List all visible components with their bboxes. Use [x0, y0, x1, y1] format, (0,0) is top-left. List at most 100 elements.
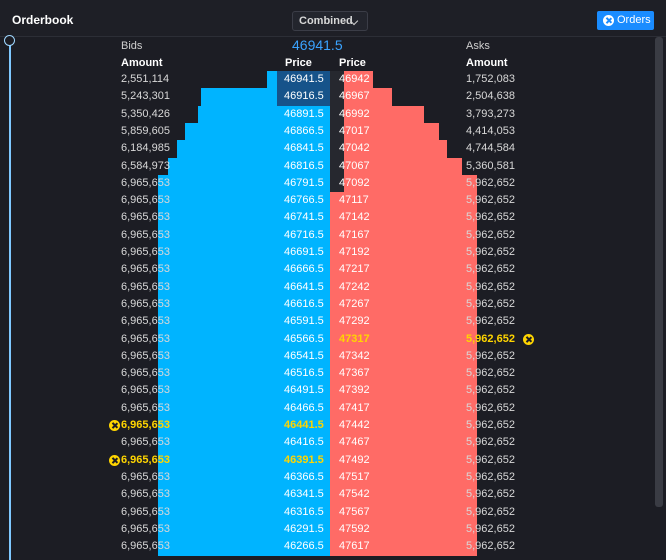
- bid-price: 46266.5: [284, 540, 324, 553]
- bid-amount: 6,965,653: [121, 176, 170, 189]
- cancel-order-icon[interactable]: [109, 454, 120, 466]
- depth-slider-handle[interactable]: [4, 35, 15, 46]
- ask-price: 47417: [339, 401, 370, 414]
- orderbook-row[interactable]: 6,965,653 46791.5 47092 5,962,652: [0, 174, 666, 193]
- orderbook-row[interactable]: 6,965,653 46691.5 47192 5,962,652: [0, 244, 666, 262]
- orderbook-row[interactable]: 6,965,653 46716.5 47167 5,962,652: [0, 226, 666, 245]
- ask-price: 47542: [339, 488, 370, 501]
- ask-depth-bar: [330, 417, 478, 435]
- bid-amount: 6,965,653: [121, 384, 170, 397]
- orderbook-row[interactable]: 6,584,973 46816.5 47067 5,360,581: [0, 157, 666, 175]
- ask-price: 47092: [339, 176, 370, 189]
- bid-price: 46291.5: [284, 522, 324, 535]
- orderbook-row[interactable]: 6,965,653 46666.5 47217 5,962,652: [0, 261, 666, 279]
- ask-price: 47167: [339, 228, 370, 241]
- bid-price: 46791.5: [284, 176, 324, 189]
- bid-amount: 6,965,653: [121, 194, 170, 207]
- ask-amount: 5,962,652: [466, 470, 515, 483]
- orderbook-row[interactable]: 6,965,653 46591.5 47292 5,962,652: [0, 313, 666, 331]
- ask-amount: 5,962,652: [466, 228, 515, 241]
- ask-depth-bar: [330, 486, 478, 504]
- ask-price-cell-bg: [330, 88, 344, 106]
- ask-price: 46942: [339, 73, 370, 85]
- orderbook-row[interactable]: 6,965,653 46566.5 47317 5,962,652: [0, 330, 666, 348]
- bid-amount: 6,965,653: [121, 263, 170, 276]
- ask-price: 47292: [339, 315, 370, 328]
- view-select[interactable]: Combined: [292, 11, 368, 31]
- ask-depth-bar: [330, 399, 478, 418]
- bid-depth-bar: [158, 399, 330, 418]
- bid-depth-bar: [185, 122, 330, 141]
- orderbook-row[interactable]: 6,965,653 46416.5 47467 5,962,652: [0, 434, 666, 452]
- bid-depth-bar: [158, 226, 330, 245]
- panel-header: Orderbook Combined Orders: [0, 0, 666, 37]
- bid-depth-bar: [158, 192, 330, 210]
- ask-amount: 5,962,652: [466, 349, 515, 362]
- ask-price-cell-bg: [330, 122, 344, 141]
- ask-depth-bar: [330, 538, 478, 556]
- bid-amount: 6,965,653: [121, 332, 170, 345]
- bid-amount: 6,965,653: [121, 246, 170, 258]
- orderbook-row[interactable]: 6,965,653 46516.5 47367 5,962,652: [0, 365, 666, 383]
- bid-depth-bar: [158, 417, 330, 435]
- bid-price: 46491.5: [284, 384, 324, 397]
- close-circle-icon: [603, 15, 614, 26]
- ask-depth-bar: [330, 365, 478, 383]
- ask-amount: 5,962,652: [466, 315, 515, 328]
- ask-depth-bar: [330, 157, 463, 175]
- orders-button[interactable]: Orders: [597, 11, 654, 30]
- bid-price: 46591.5: [284, 315, 324, 328]
- bid-amount-header: Amount: [121, 57, 163, 69]
- orderbook-row[interactable]: 6,965,653 46641.5 47242 5,962,652: [0, 278, 666, 297]
- orderbook-row[interactable]: 6,965,653 46466.5 47417 5,962,652: [0, 399, 666, 418]
- ask-price: 47392: [339, 384, 370, 397]
- ask-price: 46967: [339, 90, 370, 103]
- orderbook-row[interactable]: 6,965,653 46441.5 47442 5,962,652: [0, 417, 666, 435]
- ask-price: 46992: [339, 107, 370, 120]
- bid-amount: 6,965,653: [121, 367, 170, 380]
- ask-depth-bar: [330, 174, 478, 193]
- ask-amount: 5,360,581: [466, 159, 515, 172]
- orderbook-row[interactable]: 6,965,653 46341.5 47542 5,962,652: [0, 486, 666, 504]
- ask-price: 47367: [339, 367, 370, 380]
- asks-label: Asks: [466, 40, 490, 52]
- panel-title: Orderbook: [12, 13, 74, 27]
- orderbook-row[interactable]: 6,965,653 46491.5 47392 5,962,652: [0, 382, 666, 400]
- orderbook-row[interactable]: 6,965,653 46741.5 47142 5,962,652: [0, 209, 666, 227]
- ask-amount: 5,962,652: [466, 211, 515, 224]
- scrollbar-thumb[interactable]: [655, 37, 663, 507]
- ask-amount: 3,793,273: [466, 107, 515, 120]
- orderbook-row[interactable]: 6,965,653 46266.5 47617 5,962,652: [0, 538, 666, 556]
- orderbook-row[interactable]: 6,965,653 46316.5 47567 5,962,652: [0, 503, 666, 521]
- ask-depth-bar: [330, 451, 478, 470]
- bid-amount: 6,965,653: [121, 280, 170, 293]
- orderbook-row[interactable]: 6,184,985 46841.5 47042 4,744,584: [0, 140, 666, 158]
- bid-price-cell-bg: [277, 71, 330, 89]
- orderbook-row[interactable]: 6,965,653 46766.5 47117 5,962,652: [0, 192, 666, 210]
- cancel-order-icon[interactable]: [109, 420, 120, 431]
- ask-price: 47267: [339, 297, 370, 310]
- bid-depth-bar: [158, 538, 330, 556]
- mid-price: 46941.5: [292, 37, 343, 53]
- orderbook-row[interactable]: 6,965,653 46616.5 47267 5,962,652: [0, 295, 666, 314]
- depth-slider-track[interactable]: [9, 40, 11, 560]
- bid-amount: 6,965,653: [121, 540, 170, 553]
- orderbook-row[interactable]: 5,859,605 46866.5 47017 4,414,053: [0, 122, 666, 141]
- bid-price: 46316.5: [284, 505, 324, 518]
- ask-depth-bar: [330, 209, 478, 227]
- bid-amount: 6,965,653: [121, 436, 170, 449]
- bids-label: Bids: [121, 40, 143, 52]
- cancel-order-icon[interactable]: [523, 333, 534, 345]
- ask-price: 47592: [339, 522, 370, 535]
- orderbook-row[interactable]: 6,965,653 46291.5 47592 5,962,652: [0, 520, 666, 539]
- orderbook-row[interactable]: 6,965,653 46366.5 47517 5,962,652: [0, 468, 666, 487]
- bid-price: 46891.5: [284, 107, 324, 120]
- orderbook-row[interactable]: 6,965,653 46391.5 47492 5,962,652: [0, 451, 666, 470]
- bid-price: 46741.5: [284, 211, 324, 224]
- orderbook-row[interactable]: 2,551,114 46941.5 46942 1,752,083: [0, 71, 666, 89]
- orderbook-row[interactable]: 6,965,653 46541.5 47342 5,962,652: [0, 347, 666, 366]
- ask-amount: 5,962,652: [466, 194, 515, 207]
- bid-price-header: Price: [285, 57, 312, 69]
- orderbook-row[interactable]: 5,350,426 46891.5 46992 3,793,273: [0, 105, 666, 124]
- orderbook-row[interactable]: 5,243,301 46916.5 46967 2,504,638: [0, 88, 666, 106]
